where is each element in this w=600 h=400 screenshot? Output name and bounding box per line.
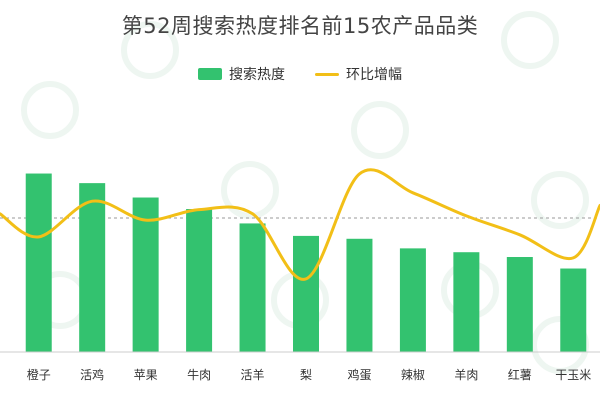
bar-活羊[interactable] — [239, 223, 266, 352]
x-tick-label: 苹果 — [134, 368, 158, 382]
watermark-mark — [221, 161, 279, 219]
legend: 搜索热度 环比增幅 — [0, 64, 600, 84]
x-tick-label: 鸡蛋 — [347, 367, 371, 382]
x-tick-label: 牛肉 — [187, 367, 211, 382]
bar-羊肉[interactable] — [453, 252, 480, 352]
x-tick-label: 活羊 — [241, 367, 265, 382]
bar-干玉米[interactable] — [560, 268, 587, 352]
watermark-mark — [21, 81, 79, 139]
bar-梨[interactable] — [293, 235, 319, 352]
x-tick-label: 干玉米 — [555, 368, 591, 382]
bar-苹果[interactable] — [132, 197, 159, 352]
bar-橙子[interactable] — [25, 173, 52, 352]
chart-title: 第52周搜索热度排名前15农产品品类 — [121, 14, 479, 38]
x-tick-label: 羊肉 — [454, 367, 478, 382]
x-tick-label: 红薯 — [508, 367, 532, 382]
legend-line-label: 环比增幅 — [346, 67, 402, 83]
legend-bar-swatch — [198, 68, 222, 80]
x-axis-labels: 橙子 活鸡 苹果 牛肉 活羊 梨 鸡蛋 辣椒 羊肉 红薯 干玉米 — [27, 367, 592, 382]
legend-item-bar[interactable]: 搜索热度 — [198, 64, 285, 84]
bar-series — [25, 173, 587, 352]
bar-活鸡[interactable] — [79, 183, 106, 352]
bar-鸡蛋[interactable] — [346, 238, 373, 352]
watermark-mark — [531, 171, 589, 229]
legend-bar-label: 搜索热度 — [229, 67, 285, 83]
x-tick-label: 梨 — [300, 368, 312, 382]
watermark-mark — [501, 11, 559, 69]
watermark-mark — [351, 101, 409, 159]
x-tick-label: 辣椒 — [401, 368, 425, 382]
watermark-mark — [121, 21, 179, 79]
bar-牛肉[interactable] — [186, 209, 213, 352]
bar-辣椒[interactable] — [399, 248, 426, 352]
legend-item-line[interactable]: 环比增幅 — [315, 64, 402, 84]
x-tick-label: 橙子 — [27, 367, 51, 382]
legend-line-swatch — [315, 72, 339, 76]
x-tick-label: 活鸡 — [80, 367, 104, 382]
growth-line — [0, 168, 600, 281]
bar-红薯[interactable] — [506, 257, 533, 352]
